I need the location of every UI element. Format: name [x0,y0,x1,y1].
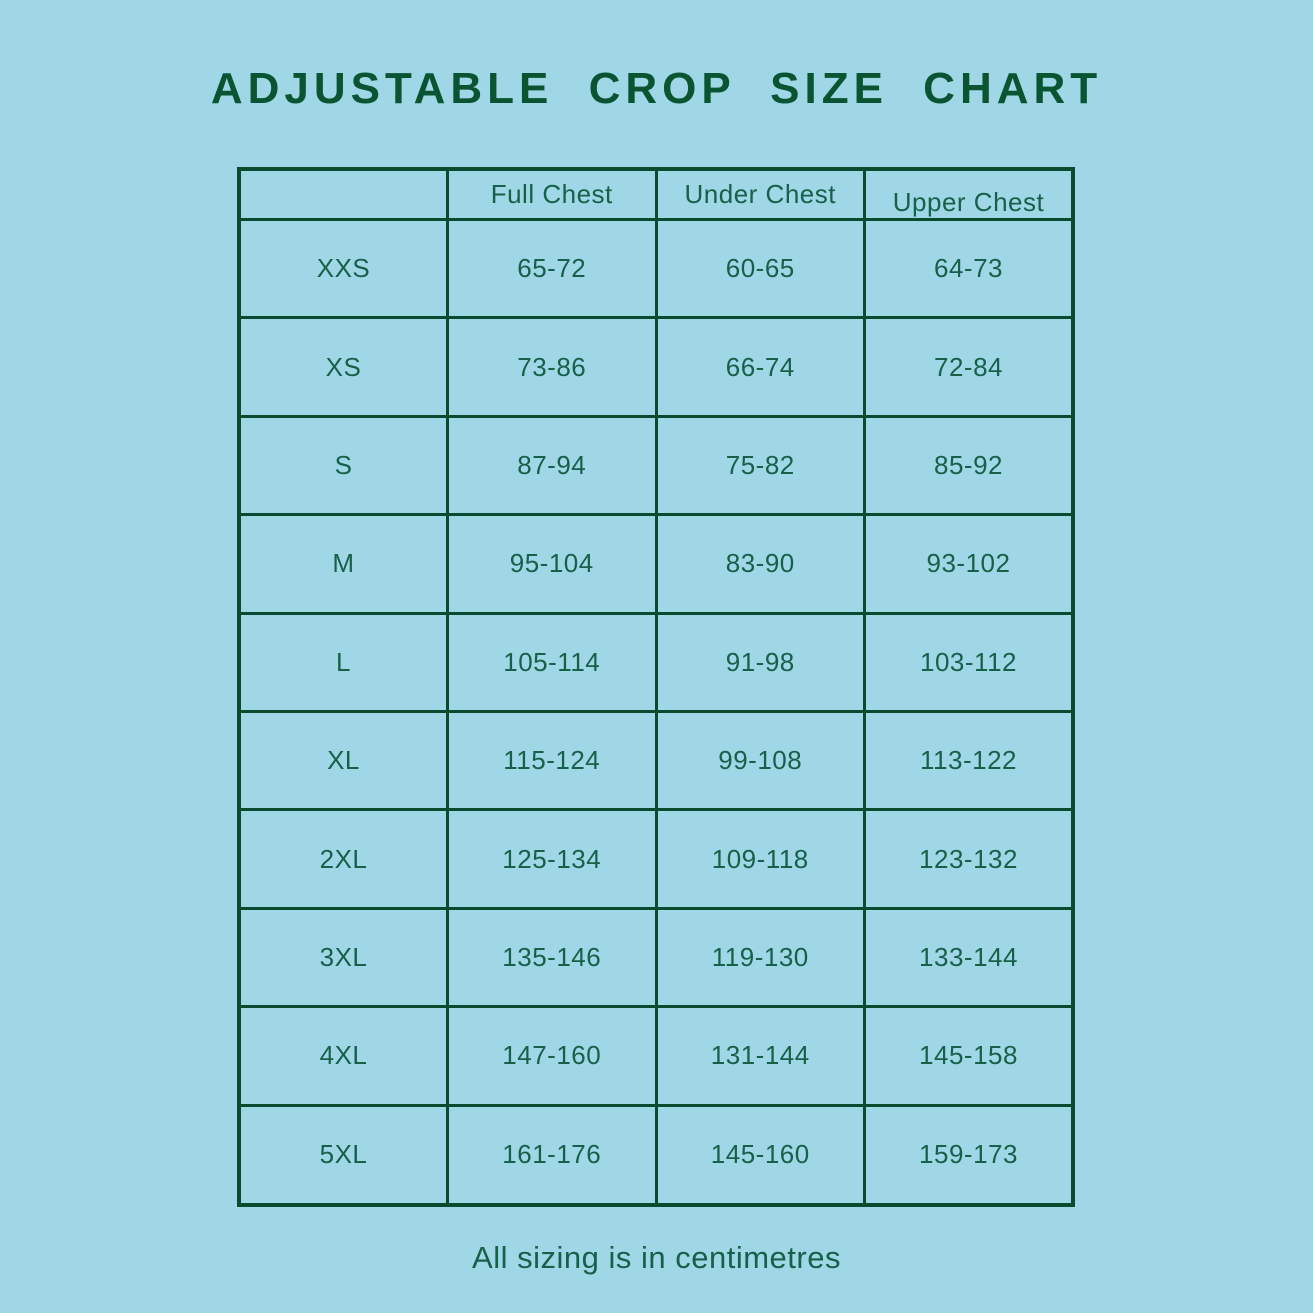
measurement-cell: 145-160 [654,1103,866,1207]
table-row: 3XL 135-146 119-130 133-144 [237,906,1075,1009]
measurement-cell: 93-102 [863,513,1075,615]
size-label-cell: XS [237,316,449,418]
size-label-cell: 3XL [237,906,449,1009]
measurement-cell: 125-134 [446,808,658,910]
header-cell-upper-chest: Upper Chest [863,167,1075,221]
size-label-cell: M [237,513,449,615]
table-row: M 95-104 83-90 93-102 [237,513,1075,615]
measurement-cell: 72-84 [863,316,1075,418]
size-label-cell: 4XL [237,1005,449,1107]
measurement-cell: 85-92 [863,414,1075,517]
measurement-cell: 113-122 [863,709,1075,812]
table-row: 4XL 147-160 131-144 145-158 [237,1005,1075,1107]
measurement-cell: 66-74 [654,316,866,418]
table-body: XXS 65-72 60-65 64-73 XS 73-86 66-74 72-84 S 87-9… [237,217,1075,1207]
measurement-cell: 115-124 [446,709,658,812]
size-label-cell: 5XL [237,1103,449,1207]
measurement-cell: 91-98 [654,611,866,713]
header-cell-empty [237,167,449,221]
measurement-cell: 60-65 [654,217,866,320]
size-label-cell: XL [237,709,449,812]
header-cell-under-chest: Under Chest [654,167,866,221]
measurement-cell: 147-160 [446,1005,658,1107]
measurement-cell: 87-94 [446,414,658,517]
measurement-cell: 131-144 [654,1005,866,1107]
measurement-cell: 73-86 [446,316,658,418]
measurement-cell: 103-112 [863,611,1075,713]
size-label-cell: 2XL [237,808,449,910]
measurement-cell: 161-176 [446,1103,658,1207]
table-row: S 87-94 75-82 85-92 [237,414,1075,517]
header-cell-full-chest: Full Chest [446,167,658,221]
size-label-cell: S [237,414,449,517]
table-header: Full Chest Under Chest Upper Chest [237,167,1075,221]
table-row: 5XL 161-176 145-160 159-173 [237,1103,1075,1207]
table-row: XL 115-124 99-108 113-122 [237,709,1075,812]
size-chart-table: Full Chest Under Chest Upper Chest XXS 65… [237,167,1075,1207]
measurement-cell: 135-146 [446,906,658,1009]
measurement-cell: 159-173 [863,1103,1075,1207]
measurement-cell: 64-73 [863,217,1075,320]
size-label-cell: L [237,611,449,713]
chart-title: ADJUSTABLE CROP SIZE CHART [210,64,1103,113]
table-row: L 105-114 91-98 103-112 [237,611,1075,713]
table-row: XXS 65-72 60-65 64-73 [237,217,1075,320]
measurement-cell: 123-132 [863,808,1075,910]
measurement-cell: 75-82 [654,414,866,517]
measurement-cell: 95-104 [446,513,658,615]
measurement-cell: 65-72 [446,217,658,320]
measurement-cell: 105-114 [446,611,658,713]
measurement-cell: 109-118 [654,808,866,910]
measurement-cell: 145-158 [863,1005,1075,1107]
table-row: 2XL 125-134 109-118 123-132 [237,808,1075,910]
size-label-cell: XXS [237,217,449,320]
measurement-cell: 119-130 [654,906,866,1009]
table-row: XS 73-86 66-74 72-84 [237,316,1075,418]
measurement-cell: 99-108 [654,709,866,812]
measurement-cell: 133-144 [863,906,1075,1009]
measurement-cell: 83-90 [654,513,866,615]
header-row: Full Chest Under Chest Upper Chest [237,167,1075,221]
footer-note: All sizing is in centimetres [472,1240,841,1275]
